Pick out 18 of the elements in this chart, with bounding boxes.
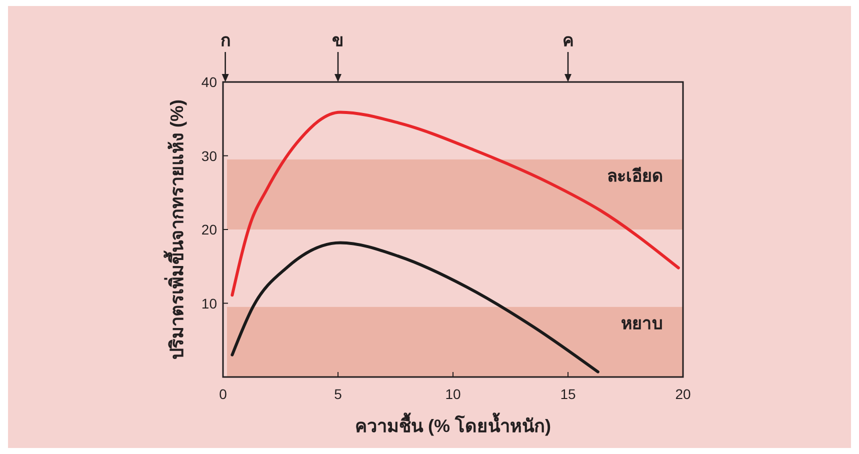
band-label: ละเอียด — [607, 165, 663, 186]
ref-line-label: ค — [562, 31, 574, 50]
x-tick-label: 0 — [219, 386, 228, 402]
x-tick-label: 20 — [675, 386, 691, 402]
band-label: หยาบ — [621, 314, 663, 333]
line-series — [230, 241, 600, 374]
ref-line-label: ข — [332, 31, 344, 50]
y-tick-label: 10 — [201, 295, 218, 312]
y-tick-label: 40 — [201, 74, 218, 90]
x-axis-title: ความชื้น (% โดยน้ำหนัก) — [355, 412, 551, 436]
x-tick-label: 10 — [445, 386, 461, 402]
y-tick-label: 20 — [201, 222, 218, 238]
y-axis-title: ปริมาตรเพิ่มขึ้นจากทรายแห้ง (%) — [163, 100, 187, 360]
ref-line-label: ก — [220, 31, 230, 50]
x-tick-label: 5 — [334, 386, 342, 402]
x-tick-label: 15 — [560, 386, 576, 402]
line-series — [230, 110, 680, 297]
y-tick-label: 30 — [201, 148, 218, 164]
